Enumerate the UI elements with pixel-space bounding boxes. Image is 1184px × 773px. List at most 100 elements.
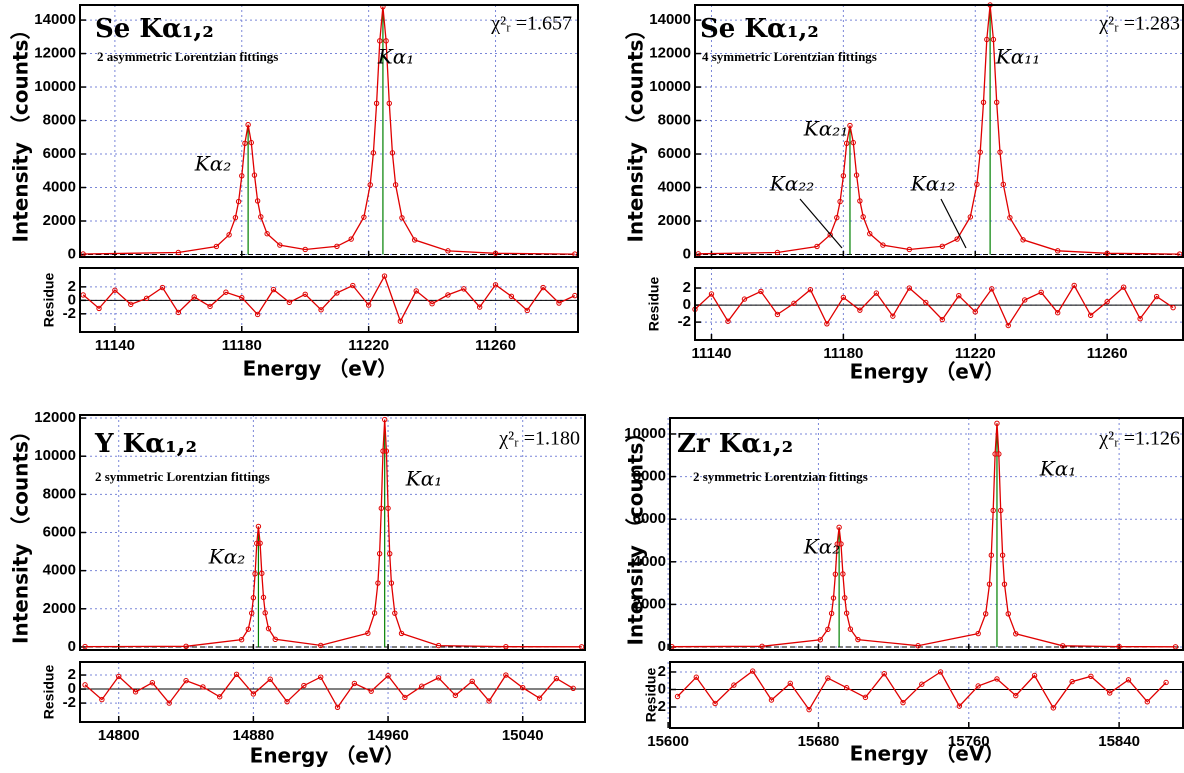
y-tick-label: 6000 (633, 510, 666, 527)
x-tick-label: 11140 (691, 345, 731, 362)
data-point (373, 100, 380, 106)
data-point (284, 698, 290, 705)
data-point (806, 706, 812, 713)
data-point (1071, 282, 1077, 289)
data-point (226, 232, 232, 238)
x-tick-label: 11220 (348, 337, 389, 354)
data-point (1001, 581, 1008, 587)
data-point (857, 198, 863, 204)
data-point (492, 282, 499, 288)
y-tick-label: 14000 (34, 11, 76, 28)
data-point (1107, 690, 1113, 696)
data-point (334, 704, 341, 710)
peak-label: Kα₂₂ (769, 172, 814, 196)
data-point (254, 311, 261, 318)
data-point (385, 505, 391, 511)
data-point (828, 610, 835, 617)
x-tick-label: 15040 (502, 727, 544, 744)
data-point (915, 643, 921, 649)
data-point (843, 685, 850, 691)
y-tick-label: -2 (63, 305, 76, 322)
peak-label: Kα₂ (194, 152, 231, 176)
data-point (503, 672, 509, 678)
y-axis-label: Residue (646, 277, 662, 332)
data-point (250, 691, 257, 697)
data-point (954, 236, 960, 242)
data-point (674, 693, 681, 700)
data-point (398, 630, 405, 637)
y-tick-label: 0 (68, 638, 76, 655)
data-point (1022, 297, 1028, 303)
y-tick-label: 10000 (34, 447, 76, 464)
annotation-arrow (940, 198, 967, 249)
chi-square: χ²ᵣ =1.283 (1098, 13, 1180, 35)
y-tick-label: 6000 (658, 145, 691, 162)
data-point (239, 173, 245, 179)
data-point (1013, 692, 1019, 699)
data-point (239, 294, 245, 301)
data-point (301, 682, 307, 689)
data-point (1137, 315, 1143, 322)
data-point (213, 243, 220, 250)
data-point (977, 149, 983, 155)
y-tick-label: 12000 (649, 45, 691, 62)
y-tick-label: 8000 (658, 112, 691, 129)
plot-frame (79, 661, 586, 723)
data-point (166, 700, 172, 706)
data-point (847, 626, 854, 632)
y-axis-label: Residue (643, 668, 659, 723)
data-point (302, 291, 308, 297)
data-point (553, 675, 560, 682)
y-tick-label: 14000 (649, 11, 691, 28)
data-point (380, 448, 386, 454)
y-axis-label: Intensity （counts） (624, 20, 648, 243)
data-point (389, 150, 396, 156)
y-tick-label: 12000 (34, 45, 76, 62)
panel-subtitle: 2 symmetric Lorentzian fittings (693, 469, 868, 484)
x-axis-label: Energy （eV） (250, 744, 405, 768)
data-point (232, 214, 239, 221)
data-point (267, 676, 273, 682)
data-point (302, 246, 308, 253)
data-point (759, 643, 765, 649)
y-tick-label: 12000 (34, 409, 76, 426)
y-tick-label: 8000 (43, 485, 76, 502)
peak-label: Kα₂ (208, 545, 245, 569)
data-point (350, 282, 356, 289)
data-point (248, 139, 254, 146)
data-point (272, 636, 278, 643)
data-point (82, 682, 88, 688)
data-point (923, 299, 929, 306)
data-point (825, 675, 831, 681)
data-point (834, 541, 840, 547)
data-point (982, 611, 989, 617)
data-point (880, 242, 886, 248)
data-point (999, 552, 1006, 558)
y-tick-label: 0 (68, 680, 76, 697)
y-tick-label: 2000 (43, 212, 76, 229)
data-point (1007, 214, 1013, 221)
data-point (906, 285, 913, 291)
data-point (825, 626, 831, 633)
peak-label: Kα₁ (1039, 457, 1076, 481)
y-tick-label: 2000 (43, 600, 76, 617)
data-line (677, 670, 1167, 711)
data-point (832, 571, 839, 577)
data-point (476, 304, 483, 310)
peak-label: Kα₁₁ (995, 45, 1040, 69)
data-point (862, 694, 869, 701)
x-tick-label: 11260 (475, 337, 516, 354)
data-point (837, 198, 843, 205)
data-point (824, 321, 830, 327)
y-tick-label: 0 (68, 245, 76, 262)
data-point (351, 680, 358, 687)
data-point (974, 181, 980, 188)
data-point (392, 182, 399, 188)
data-point (429, 301, 435, 307)
data-point (387, 550, 393, 557)
data-point (435, 642, 442, 649)
y-tick-label: 2 (68, 278, 76, 295)
x-tick-label: 11180 (823, 345, 863, 362)
x-tick-label: 14880 (233, 727, 275, 744)
